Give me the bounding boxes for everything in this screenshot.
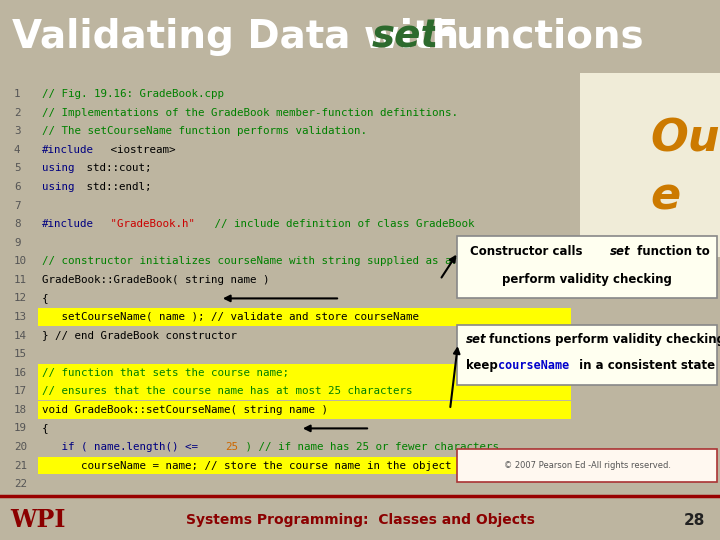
Text: std::cout;: std::cout; <box>80 164 151 173</box>
Text: set: set <box>610 245 631 258</box>
FancyBboxPatch shape <box>457 325 717 385</box>
Text: e: e <box>650 176 680 219</box>
Text: using: using <box>42 164 74 173</box>
Text: "GradeBook.h": "GradeBook.h" <box>104 219 195 229</box>
Text: 8: 8 <box>14 219 20 229</box>
Text: ) // if name has 25 or fewer characters: ) // if name has 25 or fewer characters <box>239 442 499 452</box>
Text: 3: 3 <box>14 126 20 136</box>
FancyBboxPatch shape <box>457 449 717 482</box>
Text: in a consistent state: in a consistent state <box>575 359 715 373</box>
Text: Systems Programming:  Classes and Objects: Systems Programming: Classes and Objects <box>186 513 534 527</box>
Text: GradeBook::GradeBook( string name ): GradeBook::GradeBook( string name ) <box>42 275 269 285</box>
Text: 13: 13 <box>14 312 27 322</box>
Text: 11: 11 <box>14 275 27 285</box>
Bar <box>38 364 571 382</box>
Text: 12: 12 <box>14 293 27 303</box>
Text: using: using <box>42 182 74 192</box>
Text: Outlin: Outlin <box>650 116 720 159</box>
Text: 16: 16 <box>14 368 27 377</box>
Text: courseName: courseName <box>498 359 570 373</box>
Bar <box>38 457 571 475</box>
Text: // include definition of class GradeBook: // include definition of class GradeBook <box>208 219 474 229</box>
Text: keep: keep <box>466 359 502 373</box>
Text: courseName = name; // store the course name in the object: courseName = name; // store the course n… <box>42 461 451 470</box>
Text: 9: 9 <box>14 238 20 248</box>
Text: 2: 2 <box>14 107 20 118</box>
Text: 19: 19 <box>14 423 27 434</box>
Text: perform validity checking: perform validity checking <box>502 273 672 286</box>
Bar <box>38 308 571 326</box>
Text: Validating Data with: Validating Data with <box>12 18 472 56</box>
Text: 6: 6 <box>14 182 20 192</box>
Text: setCourseName( name ); // validate and store courseName: setCourseName( name ); // validate and s… <box>42 312 419 322</box>
Text: <iostream>: <iostream> <box>104 145 176 155</box>
Text: 22: 22 <box>14 479 27 489</box>
Text: 5: 5 <box>14 164 20 173</box>
Text: set: set <box>466 333 487 347</box>
Text: if ( name.length() <=: if ( name.length() <= <box>42 442 204 452</box>
Text: 17: 17 <box>14 386 27 396</box>
Text: 10: 10 <box>14 256 27 266</box>
Text: WPI: WPI <box>10 508 66 532</box>
Text: functions perform validity checking to: functions perform validity checking to <box>485 333 720 347</box>
Text: 7: 7 <box>14 200 20 211</box>
Text: std::endl;: std::endl; <box>80 182 151 192</box>
Text: © 2007 Pearson Ed -All rights reserved.: © 2007 Pearson Ed -All rights reserved. <box>503 461 670 470</box>
Text: 20: 20 <box>14 442 27 452</box>
Text: Constructor calls: Constructor calls <box>470 245 587 258</box>
Text: {: { <box>42 423 48 434</box>
Text: #include: #include <box>42 145 94 155</box>
Text: {: { <box>42 293 48 303</box>
Text: 25: 25 <box>225 442 238 452</box>
Text: // constructor initializes courseName with string supplied as argument: // constructor initializes courseName wi… <box>42 256 497 266</box>
Text: // The setCourseName function performs validation.: // The setCourseName function performs v… <box>42 126 367 136</box>
Text: // Fig. 19.16: GradeBook.cpp: // Fig. 19.16: GradeBook.cpp <box>42 89 224 99</box>
Text: #include: #include <box>42 219 94 229</box>
Text: function to: function to <box>633 245 710 258</box>
Text: Functions: Functions <box>418 18 644 56</box>
Text: 4: 4 <box>14 145 20 155</box>
Text: } // end GradeBook constructor: } // end GradeBook constructor <box>42 330 237 341</box>
Bar <box>580 73 720 257</box>
Text: 14: 14 <box>14 330 27 341</box>
Text: 1: 1 <box>14 89 20 99</box>
Text: 15: 15 <box>14 349 27 359</box>
Bar <box>38 401 571 418</box>
Text: // function that sets the course name;: // function that sets the course name; <box>42 368 289 377</box>
Text: 21: 21 <box>14 461 27 470</box>
Text: // ensures that the course name has at most 25 characters: // ensures that the course name has at m… <box>42 386 413 396</box>
Text: set: set <box>372 18 440 56</box>
Text: // Implementations of the GradeBook member-function definitions.: // Implementations of the GradeBook memb… <box>42 107 458 118</box>
Text: 18: 18 <box>14 405 27 415</box>
Text: void GradeBook::setCourseName( string name ): void GradeBook::setCourseName( string na… <box>42 405 328 415</box>
Bar <box>38 382 571 400</box>
FancyBboxPatch shape <box>457 237 717 298</box>
Text: 28: 28 <box>683 512 705 528</box>
